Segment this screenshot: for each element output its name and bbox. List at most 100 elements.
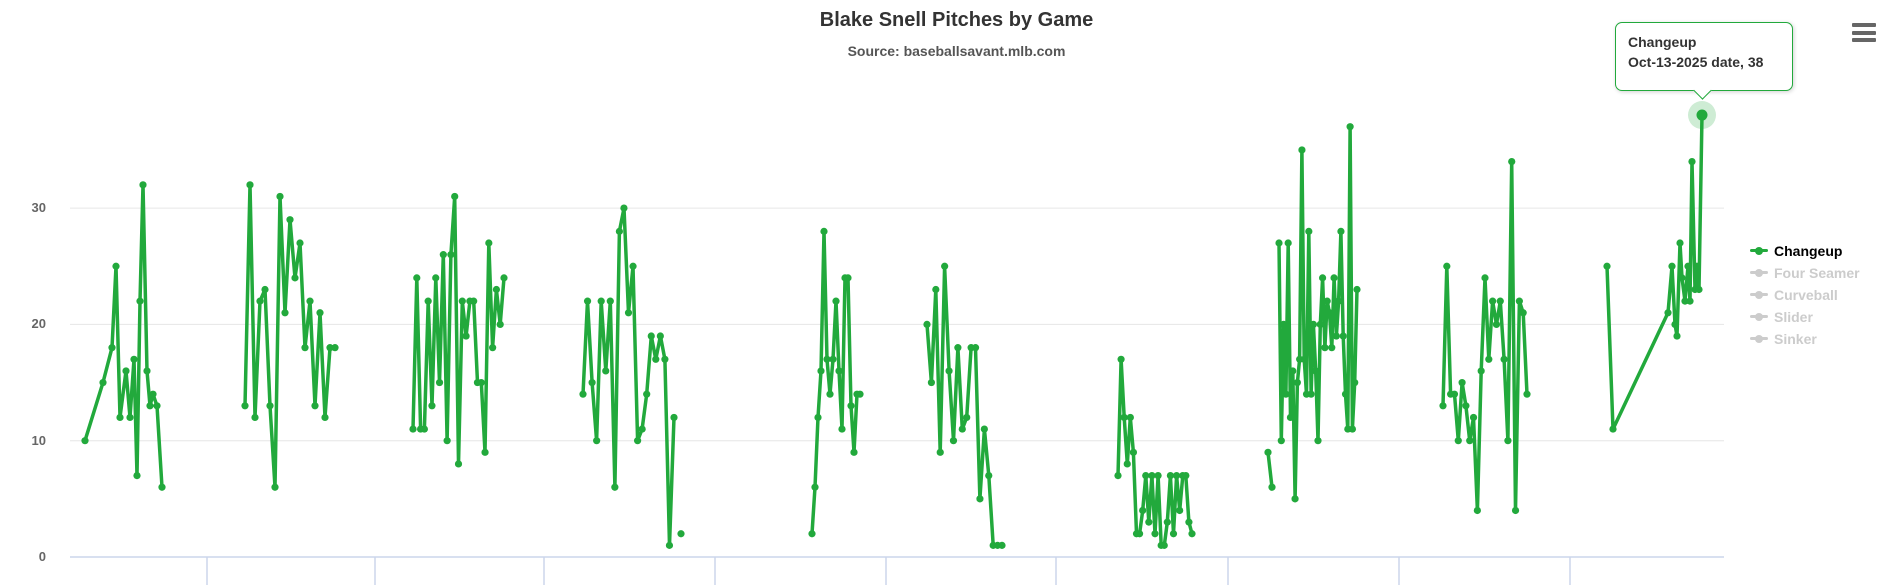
- legend-item-slider[interactable]: Slider: [1750, 309, 1860, 325]
- data-point-marker: [1129, 448, 1138, 456]
- data-point-marker: [1264, 448, 1272, 456]
- data-point-marker: [1492, 320, 1501, 328]
- changeup-line-segment-3[interactable]: [581, 206, 676, 548]
- data-point-marker: [326, 344, 334, 352]
- series-changeup[interactable]: [81, 111, 1706, 549]
- data-point-marker: [1481, 274, 1489, 282]
- data-point-marker: [432, 274, 440, 282]
- data-point-marker: [477, 378, 485, 387]
- data-point-marker: [1312, 367, 1320, 375]
- data-point-marker: [1182, 471, 1190, 480]
- y-axis-label-20: 20: [31, 316, 46, 332]
- data-point-marker: [1500, 355, 1508, 363]
- data-point-marker: [1328, 344, 1336, 352]
- data-point-marker: [817, 367, 825, 375]
- data-point-marker: [1321, 344, 1329, 352]
- data-point-marker: [1307, 390, 1315, 398]
- data-point-marker: [136, 297, 144, 305]
- data-point-marker: [256, 297, 264, 305]
- data-point-marker: [153, 402, 161, 410]
- data-point-marker: [923, 320, 931, 328]
- changeup-line-segment-2[interactable]: [411, 194, 506, 466]
- data-point-marker: [838, 425, 846, 433]
- changeup-line-segment-5[interactable]: [810, 229, 862, 536]
- legend-item-sinker[interactable]: Sinker: [1750, 330, 1860, 347]
- changeup-line-segment-7[interactable]: [1116, 357, 1194, 548]
- legend-item-curveball[interactable]: Curveball: [1750, 287, 1860, 303]
- data-point-marker: [949, 437, 958, 445]
- data-point-marker: [1332, 332, 1340, 340]
- data-point-marker: [971, 344, 980, 352]
- changeup-line-segment-1[interactable]: [243, 183, 337, 489]
- data-point-marker: [1268, 483, 1276, 491]
- data-point-marker: [593, 437, 601, 445]
- legend-marker-slider-icon: [1750, 312, 1768, 321]
- data-point-marker: [1348, 425, 1357, 433]
- changeup-line-segment-6[interactable]: [925, 264, 1004, 548]
- data-point-marker: [1450, 390, 1459, 398]
- data-point-marker: [1282, 390, 1290, 398]
- data-point-marker: [489, 344, 497, 352]
- y-axis-label-0: 0: [38, 549, 46, 564]
- data-point-marker: [1351, 378, 1359, 387]
- data-point-marker: [146, 402, 154, 410]
- data-point-marker: [1163, 518, 1171, 526]
- data-point-marker: [485, 239, 493, 247]
- chart-context-menu-button[interactable]: [1852, 23, 1876, 42]
- data-point-marker: [1458, 378, 1466, 387]
- chart-title: Blake Snell Pitches by Game: [819, 9, 1094, 31]
- data-point-marker: [1673, 332, 1681, 340]
- data-point-marker: [1154, 471, 1162, 480]
- changeup-line-segment-10[interactable]: [1441, 159, 1529, 513]
- data-point-marker: [1291, 495, 1299, 503]
- data-point-marker: [1126, 413, 1134, 422]
- data-point-marker: [158, 483, 166, 491]
- data-point-marker: [1466, 437, 1474, 445]
- data-point-marker: [1439, 402, 1447, 410]
- data-point-marker: [1353, 285, 1361, 294]
- data-point-marker: [652, 355, 660, 363]
- data-point-marker: [116, 413, 124, 422]
- data-point-marker: [424, 297, 432, 305]
- data-point-marker: [1160, 541, 1168, 549]
- legend-item-changeup[interactable]: Changeup: [1750, 243, 1860, 259]
- data-point-marker: [976, 495, 984, 503]
- data-point-marker: [847, 402, 855, 410]
- data-point-marker: [1519, 309, 1527, 317]
- tooltip: Changeup Oct-13-2025 date, 38: [1615, 22, 1793, 100]
- changeup-line-segment-8[interactable]: [1266, 450, 1274, 489]
- changeup-line-segment-11[interactable]: [1605, 113, 1704, 431]
- hamburger-icon: [1852, 23, 1876, 27]
- legend-label: Sinker: [1774, 330, 1817, 347]
- data-point-marker: [954, 344, 962, 352]
- data-point-marker: [1185, 518, 1193, 526]
- data-point-marker: [1117, 355, 1125, 363]
- data-point-marker: [1671, 320, 1679, 328]
- data-point-marker: [643, 390, 651, 398]
- changeup-line-segment-0[interactable]: [83, 183, 164, 489]
- data-point-marker: [1684, 262, 1692, 270]
- data-point-marker: [306, 297, 314, 305]
- data-point-marker: [451, 192, 459, 201]
- data-point-marker: [409, 425, 417, 433]
- data-point-marker: [1188, 530, 1196, 538]
- data-point-marker: [251, 413, 259, 422]
- data-point-marker: [420, 425, 428, 433]
- data-point-marker: [286, 216, 294, 224]
- data-point-marker: [1469, 413, 1478, 422]
- legend-item-four-seamer[interactable]: Four Seamer: [1750, 265, 1860, 281]
- data-point-marker: [1286, 413, 1295, 422]
- data-point-marker: [1681, 297, 1689, 305]
- data-point-marker: [820, 227, 828, 235]
- data-point-marker: [1485, 355, 1493, 363]
- data-point-marker: [835, 367, 843, 375]
- data-point-marker: [823, 355, 831, 363]
- data-point-marker: [266, 402, 274, 410]
- data-point-marker: [1496, 297, 1504, 305]
- data-point-marker: [980, 425, 988, 433]
- data-point-marker: [677, 530, 685, 538]
- active-point[interactable]: [1696, 109, 1708, 121]
- data-point-marker: [133, 471, 141, 480]
